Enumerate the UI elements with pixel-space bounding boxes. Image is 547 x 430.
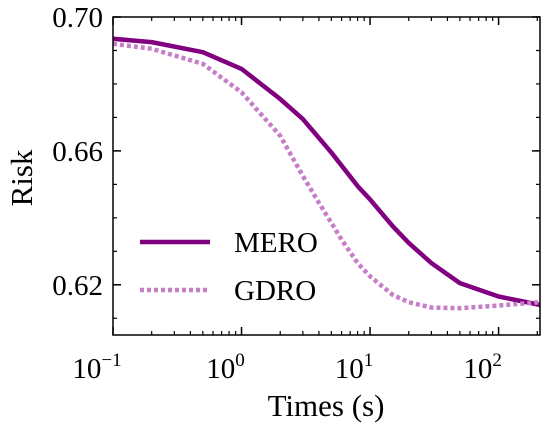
- plot-frame: [112, 16, 541, 336]
- legend-label-gdro: GDRO: [234, 275, 316, 307]
- series-line-gdro: [112, 41, 541, 311]
- x-tick-label: 102: [463, 350, 502, 385]
- y-tick-label: 0.66: [52, 136, 103, 168]
- legend: MERO GDRO: [140, 227, 318, 307]
- y-tick-label: 0.70: [52, 2, 103, 34]
- legend-label-mero: MERO: [234, 227, 318, 259]
- y-axis-label: Risk: [4, 149, 39, 206]
- x-tick-label: 10−1: [72, 350, 121, 385]
- series-line-mero: [112, 36, 541, 308]
- x-tick-label: 101: [335, 350, 374, 385]
- x-tick-label: 100: [206, 350, 245, 385]
- y-tick-label: 0.62: [52, 270, 103, 302]
- x-axis-label: Times (s): [268, 388, 385, 423]
